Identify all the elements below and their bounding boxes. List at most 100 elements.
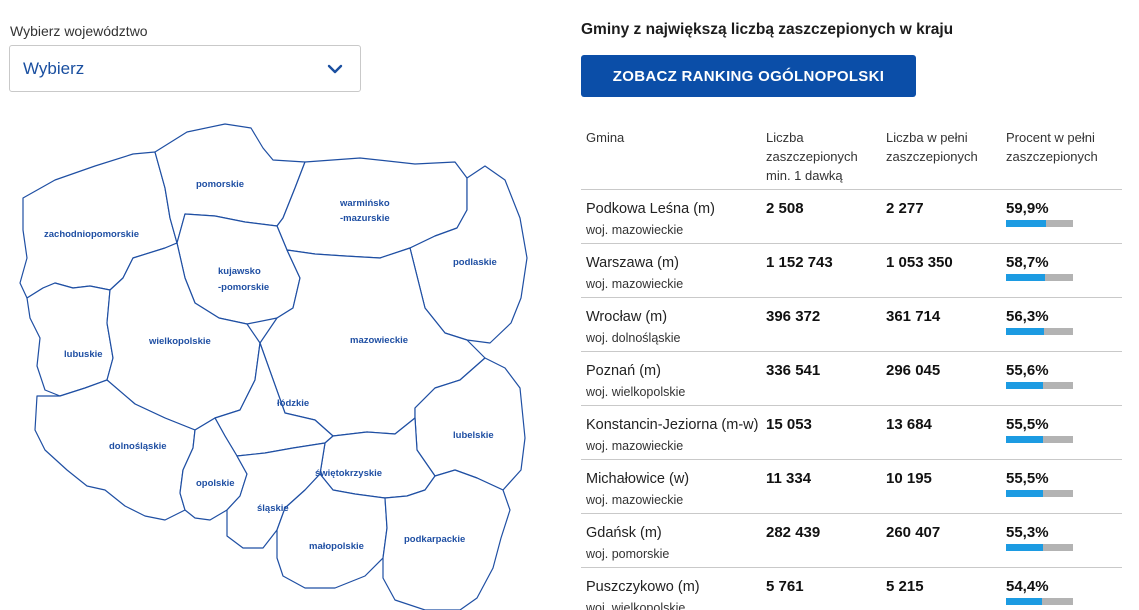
region-label-kujawsko-line1: kujawsko [218, 266, 261, 277]
percent-bar-fill [1006, 490, 1044, 497]
percent-bar-fill [1006, 544, 1044, 551]
full-percent: 55,3% [1006, 524, 1049, 541]
region-lubuskie[interactable] [26, 282, 114, 397]
region-label-slaskie: śląskie [257, 503, 289, 514]
gmina-name: Puszczykowo (m) [586, 579, 700, 595]
national-ranking-button[interactable]: ZOBACZ RANKING OGÓLNOPOLSKI [581, 55, 916, 97]
dose1-count: 11 334 [766, 470, 812, 487]
header-gmina: Gmina [586, 130, 625, 145]
region-label-zachodniopomorskie: zachodniopomorskie [44, 229, 139, 240]
gmina-name: Gdańsk (m) [586, 525, 662, 541]
full-count: 13 684 [886, 416, 932, 433]
voivodeship-select-label: Wybierz województwo [10, 23, 148, 39]
table-row: Konstancin-Jeziorna (m-w) woj. mazowiecki… [581, 406, 1122, 460]
voivodeship-name: woj. mazowieckie [586, 277, 684, 291]
full-percent: 54,4% [1006, 578, 1049, 595]
header-full: Liczba w pełni zaszczepionych [886, 130, 978, 164]
dose1-count: 1 152 743 [766, 254, 833, 271]
percent-bar-fill [1006, 328, 1044, 335]
percent-bar [1006, 436, 1073, 443]
table-body: Podkowa Leśna (m) woj. mazowieckie 2 508 2 … [581, 190, 1122, 610]
percent-bar-fill [1006, 220, 1047, 227]
voivodeship-name: woj. mazowieckie [586, 439, 684, 453]
table-row: Puszczykowo (m) woj. wielkopolskie 5 761 5 … [581, 568, 1122, 610]
percent-bar-fill [1006, 436, 1044, 443]
voivodeship-name: woj. dolnośląskie [586, 331, 681, 345]
voivodeship-name: woj. wielkopolskie [586, 601, 686, 610]
full-percent: 55,5% [1006, 416, 1049, 433]
gmina-name: Michałowice (w) [586, 471, 690, 487]
percent-bar [1006, 544, 1073, 551]
region-label-mazowieckie: mazowieckie [350, 335, 408, 346]
gmina-name: Konstancin-Jeziorna (m-w) [586, 417, 759, 433]
percent-bar [1006, 490, 1073, 497]
full-percent: 58,7% [1006, 254, 1049, 271]
region-podlaskie[interactable] [409, 165, 528, 344]
dose1-count: 15 053 [766, 416, 812, 433]
percent-bar-fill [1006, 274, 1046, 281]
region-label-pomorskie: pomorskie [196, 179, 244, 190]
percent-bar-fill [1006, 598, 1043, 605]
header-dose1: Liczba zaszczepionych min. 1 dawką [766, 130, 858, 183]
region-malopolskie[interactable] [276, 473, 388, 589]
voivodeship-name: woj. mazowieckie [586, 223, 684, 237]
full-count: 260 407 [886, 524, 941, 541]
dose1-count: 282 439 [766, 524, 821, 541]
full-count: 5 215 [886, 578, 924, 595]
table-row: Gdańsk (m) woj. pomorskie 282 439 260 407 55… [581, 514, 1122, 568]
region-label-lubuskie: lubuskie [64, 349, 103, 360]
table-row: Wrocław (m) woj. dolnośląskie 396 372 361 7… [581, 298, 1122, 352]
region-label-warminsko-line2: -mazurskie [340, 213, 390, 224]
region-label-wielkopolskie: wielkopolskie [148, 336, 211, 347]
ranking-table: Gmina Liczba zaszczepionych min. 1 dawką… [581, 118, 1122, 610]
poland-map-svg: zachodniopomorskie pomorskie warmińsko -… [19, 123, 528, 610]
full-percent: 56,3% [1006, 308, 1049, 325]
voivodeship-select[interactable]: Wybierz [9, 45, 361, 92]
gmina-name: Poznań (m) [586, 363, 661, 379]
full-count: 10 195 [886, 470, 932, 487]
chevron-down-icon [327, 64, 343, 74]
full-percent: 55,5% [1006, 470, 1049, 487]
region-label-podlaskie: podlaskie [453, 257, 497, 268]
dose1-count: 396 372 [766, 308, 821, 325]
full-count: 2 277 [886, 200, 924, 217]
gmina-name: Wrocław (m) [586, 309, 668, 325]
gmina-name: Warszawa (m) [586, 255, 679, 271]
full-count: 361 714 [886, 308, 941, 325]
table-row: Podkowa Leśna (m) woj. mazowieckie 2 508 2 … [581, 190, 1122, 244]
region-label-dolnoslaskie: dolnośląskie [109, 441, 167, 452]
region-label-lubelskie: lubelskie [453, 430, 494, 441]
region-label-podkarpackie: podkarpackie [404, 534, 465, 545]
voivodeship-name: woj. mazowieckie [586, 493, 684, 507]
percent-bar [1006, 382, 1073, 389]
region-label-lodzkie: łódzkie [277, 398, 309, 409]
dose1-count: 336 541 [766, 362, 821, 379]
voivodeship-name: woj. pomorskie [586, 547, 670, 561]
gmina-name: Podkowa Leśna (m) [586, 201, 715, 217]
region-label-malopolskie: małopolskie [309, 541, 364, 552]
table-header: Gmina Liczba zaszczepionych min. 1 dawką… [581, 118, 1122, 190]
poland-map: zachodniopomorskie pomorskie warmińsko -… [15, 118, 535, 610]
full-percent: 55,6% [1006, 362, 1049, 379]
dose1-count: 2 508 [766, 200, 804, 217]
percent-bar [1006, 598, 1073, 605]
full-count: 1 053 350 [886, 254, 953, 271]
full-percent: 59,9% [1006, 200, 1049, 217]
header-percent: Procent w pełni zaszczepionych [1006, 130, 1098, 164]
region-label-warminsko-line1: warmińsko [339, 198, 390, 209]
percent-bar [1006, 274, 1073, 281]
region-label-kujawsko-line2: -pomorskie [218, 282, 269, 293]
region-opolskie[interactable] [179, 417, 248, 521]
table-row: Poznań (m) woj. wielkopolskie 336 541 296 0… [581, 352, 1122, 406]
voivodeship-name: woj. wielkopolskie [586, 385, 686, 399]
ranking-title: Gminy z największą liczbą zaszczepionych… [581, 21, 954, 38]
percent-bar [1006, 328, 1073, 335]
voivodeship-select-value: Wybierz [23, 59, 85, 78]
region-label-opolskie: opolskie [196, 478, 235, 489]
percent-bar-fill [1006, 382, 1044, 389]
region-label-swietokrzyskie: świętokrzyskie [315, 468, 382, 479]
table-row: Warszawa (m) woj. mazowieckie 1 152 743 1 0… [581, 244, 1122, 298]
full-count: 296 045 [886, 362, 941, 379]
dose1-count: 5 761 [766, 578, 804, 595]
region-podkarpackie[interactable] [382, 469, 511, 610]
